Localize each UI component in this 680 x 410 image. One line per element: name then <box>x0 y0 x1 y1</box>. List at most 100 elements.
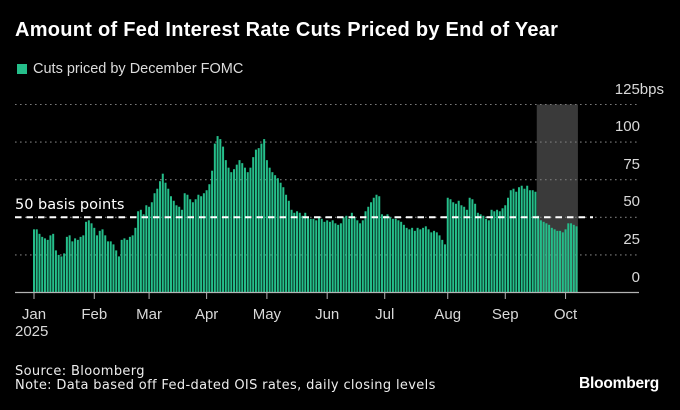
bar <box>161 173 164 293</box>
bar <box>394 218 397 293</box>
bar <box>386 214 389 293</box>
bar <box>326 220 329 293</box>
bar <box>145 205 148 293</box>
bar <box>391 218 394 293</box>
bar <box>74 238 77 293</box>
bar <box>101 229 104 293</box>
y-axis-label-75: 75 <box>623 155 640 173</box>
bar <box>444 244 446 293</box>
bar <box>230 172 233 293</box>
bar <box>197 194 200 293</box>
bar <box>208 184 211 293</box>
bar <box>501 208 504 293</box>
bar <box>46 239 49 293</box>
bar <box>246 172 249 293</box>
bar <box>117 256 120 293</box>
bar <box>35 229 38 293</box>
bar <box>427 229 430 293</box>
bar <box>496 209 499 293</box>
bar <box>435 232 438 293</box>
chart-title: Amount of Fed Interest Rate Cuts Priced … <box>15 19 559 41</box>
bar <box>134 227 137 293</box>
bar <box>334 223 337 293</box>
bar <box>572 224 575 293</box>
bar <box>331 220 334 293</box>
x-axis-label-Apr: Apr <box>194 306 219 323</box>
bar <box>63 253 66 293</box>
bar <box>493 211 496 293</box>
bar <box>104 235 107 293</box>
bar <box>279 182 282 293</box>
bar <box>487 220 490 293</box>
bar <box>298 212 301 293</box>
bar <box>465 209 468 293</box>
bar <box>87 220 90 293</box>
bar <box>452 202 455 293</box>
bar <box>137 211 140 293</box>
bar <box>567 223 570 293</box>
bar <box>227 167 230 293</box>
bar <box>249 167 252 293</box>
bar <box>189 199 192 293</box>
bar <box>561 232 564 293</box>
bar <box>282 187 285 293</box>
bar <box>411 227 414 293</box>
x-axis-year-label: 2025 <box>15 323 49 340</box>
bar <box>457 200 460 293</box>
bar <box>479 214 482 293</box>
bar <box>115 250 118 293</box>
bar <box>548 224 551 293</box>
bar <box>575 226 578 293</box>
bar <box>178 206 181 293</box>
bar <box>422 227 425 293</box>
bar <box>400 221 403 293</box>
bar <box>345 215 348 293</box>
bar <box>433 230 436 293</box>
bar <box>550 227 553 293</box>
bar <box>170 196 172 293</box>
bar <box>131 235 134 293</box>
bar <box>79 236 82 293</box>
bar <box>317 217 320 293</box>
bar <box>71 241 74 293</box>
y-axis-label-125: 125bps <box>614 80 664 98</box>
bar <box>520 185 523 293</box>
bar <box>356 220 359 293</box>
bar <box>485 218 488 293</box>
bar <box>507 197 510 293</box>
bar <box>43 238 46 293</box>
bar <box>65 236 68 293</box>
bar <box>54 250 57 293</box>
bar <box>238 160 241 293</box>
bar <box>564 229 567 293</box>
bar <box>57 254 60 293</box>
bar <box>320 218 323 293</box>
bar <box>164 182 167 293</box>
bar <box>205 190 208 293</box>
bar <box>211 170 214 293</box>
bar <box>33 229 35 293</box>
bar <box>191 202 194 293</box>
bar <box>370 202 373 293</box>
bar <box>517 187 520 293</box>
bar <box>202 193 205 293</box>
bar <box>109 241 112 293</box>
x-axis-label-Aug: Aug <box>434 306 462 323</box>
x-axis-label-Mar: Mar <box>136 306 162 323</box>
x-axis-label-May: May <box>252 306 282 323</box>
x-axis-label-Jan: Jan <box>21 306 47 323</box>
bar <box>49 235 52 293</box>
bar <box>528 190 531 293</box>
bar <box>348 218 351 293</box>
bar <box>96 235 99 293</box>
x-axis-label-Oct: Oct <box>553 306 578 323</box>
bar <box>139 209 142 293</box>
bar <box>526 185 529 293</box>
bar <box>243 167 246 293</box>
bar <box>175 205 178 293</box>
bar <box>254 149 257 293</box>
bar <box>413 230 416 293</box>
bar <box>559 230 562 293</box>
bar <box>296 211 299 293</box>
bar <box>224 160 227 293</box>
